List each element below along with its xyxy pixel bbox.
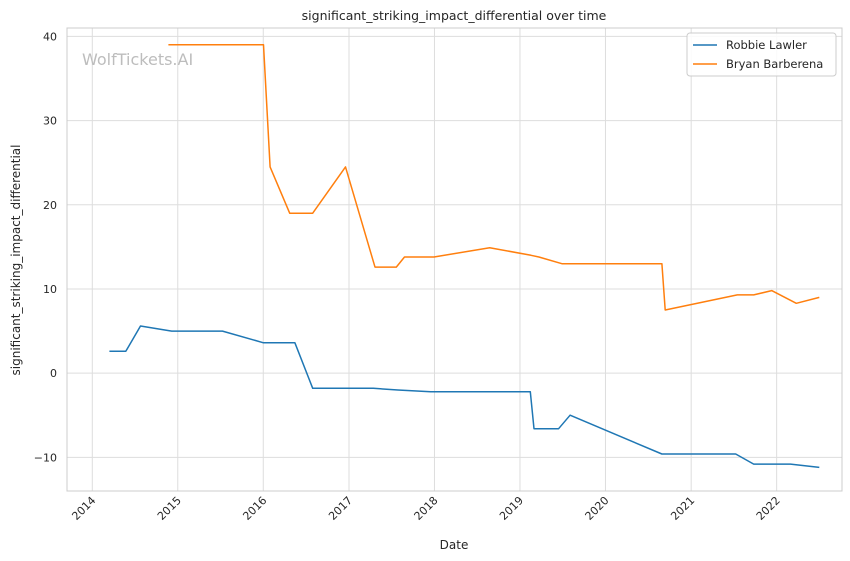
chart-title: significant_striking_impact_differential…	[302, 8, 607, 23]
x-tick-labels: 2014 2015 2016 2017 2018 2019 2020 2021 2022	[69, 494, 782, 523]
legend-box	[686, 32, 837, 77]
legend-label-robbie-lawler: Robbie Lawler	[726, 38, 807, 52]
series-lines	[109, 44, 820, 469]
series-line-bryan-barberena	[168, 44, 820, 311]
y-tick-label: 10	[43, 283, 57, 296]
x-tick-label: 2018	[412, 494, 441, 523]
y-tick-label: 40	[43, 30, 57, 43]
y-tick-label: −10	[34, 451, 57, 464]
legend-label-bryan-barberena: Bryan Barberena	[726, 57, 823, 71]
x-tick-label: 2021	[668, 494, 697, 523]
y-axis-label: significant_striking_impact_differential	[9, 145, 23, 376]
y-tick-labels: −10 0 10 20 30 40	[34, 30, 57, 464]
grid	[67, 28, 842, 491]
legend: Robbie Lawler Bryan Barberena	[686, 32, 837, 77]
plot-frame	[66, 27, 843, 492]
x-tick-label: 2014	[69, 494, 98, 523]
x-tick-label: 2020	[583, 494, 612, 523]
x-tick-label: 2015	[155, 494, 184, 523]
x-tick-label: 2016	[240, 494, 269, 523]
x-tick-label: 2017	[326, 494, 355, 523]
watermark: WolfTickets.AI	[82, 50, 193, 69]
x-tick-label: 2019	[497, 494, 526, 523]
y-tick-label: 30	[43, 115, 57, 128]
y-tick-label: 0	[50, 367, 57, 380]
y-tick-label: 20	[43, 199, 57, 212]
series-line-robbie-lawler	[109, 325, 820, 469]
x-tick-label: 2022	[754, 494, 783, 523]
x-axis-label: Date	[440, 538, 469, 552]
